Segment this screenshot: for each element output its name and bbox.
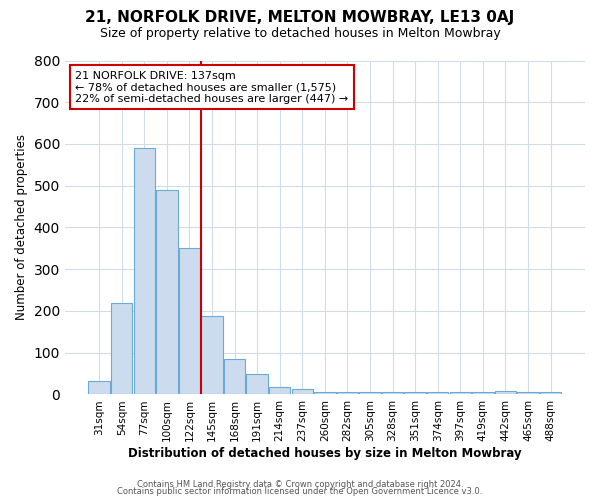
Bar xyxy=(179,248,200,394)
Text: Contains public sector information licensed under the Open Government Licence v3: Contains public sector information licen… xyxy=(118,488,482,496)
Bar xyxy=(314,392,335,394)
Bar xyxy=(111,302,133,394)
Bar xyxy=(292,388,313,394)
Bar xyxy=(449,392,471,394)
Bar xyxy=(269,387,290,394)
Bar xyxy=(247,374,268,394)
Bar xyxy=(495,390,516,394)
Bar xyxy=(88,381,110,394)
Bar xyxy=(134,148,155,394)
Bar xyxy=(359,392,381,394)
Bar xyxy=(472,392,494,394)
Text: 21, NORFOLK DRIVE, MELTON MOWBRAY, LE13 0AJ: 21, NORFOLK DRIVE, MELTON MOWBRAY, LE13 … xyxy=(85,10,515,25)
Y-axis label: Number of detached properties: Number of detached properties xyxy=(15,134,28,320)
Bar xyxy=(517,392,539,394)
X-axis label: Distribution of detached houses by size in Melton Mowbray: Distribution of detached houses by size … xyxy=(128,447,522,460)
Bar xyxy=(156,190,178,394)
Bar xyxy=(427,392,448,394)
Bar xyxy=(202,316,223,394)
Bar xyxy=(404,392,426,394)
Text: Size of property relative to detached houses in Melton Mowbray: Size of property relative to detached ho… xyxy=(100,28,500,40)
Bar xyxy=(224,360,245,394)
Text: Contains HM Land Registry data © Crown copyright and database right 2024.: Contains HM Land Registry data © Crown c… xyxy=(137,480,463,489)
Text: 21 NORFOLK DRIVE: 137sqm
← 78% of detached houses are smaller (1,575)
22% of sem: 21 NORFOLK DRIVE: 137sqm ← 78% of detach… xyxy=(75,70,349,104)
Bar xyxy=(337,392,358,394)
Bar xyxy=(540,392,562,394)
Bar xyxy=(382,392,403,394)
